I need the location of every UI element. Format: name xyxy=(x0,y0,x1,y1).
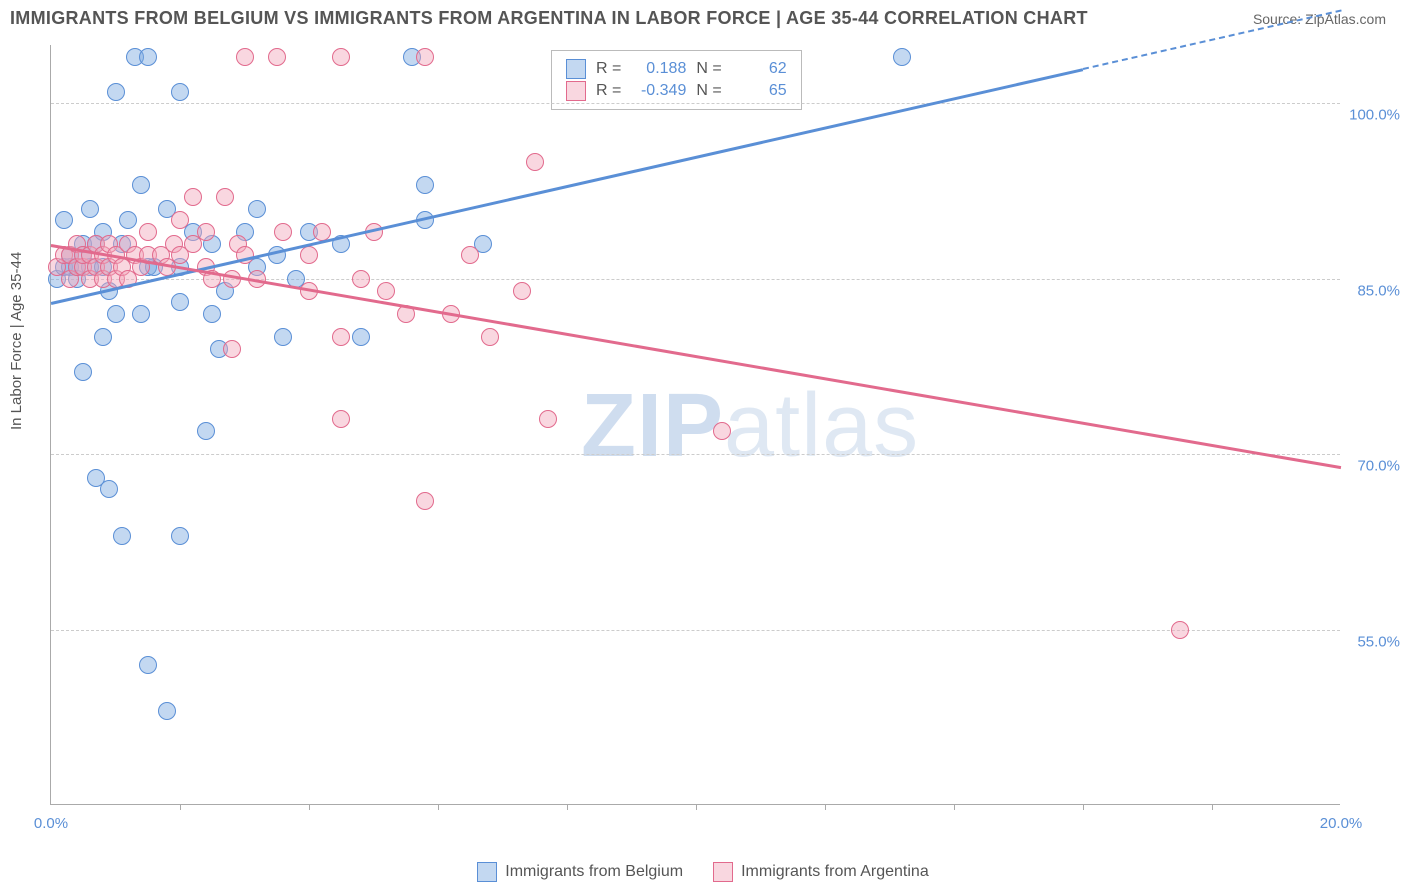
gridline-h xyxy=(51,454,1340,455)
data-point xyxy=(132,305,150,323)
data-point xyxy=(171,211,189,229)
data-point xyxy=(332,410,350,428)
x-tick xyxy=(696,804,697,810)
data-point xyxy=(332,48,350,66)
swatch-belgium xyxy=(566,59,586,79)
data-point xyxy=(416,492,434,510)
legend-item-belgium: Immigrants from Belgium xyxy=(477,862,683,882)
data-point xyxy=(107,83,125,101)
data-point xyxy=(274,223,292,241)
data-point xyxy=(416,176,434,194)
y-tick-label: 85.0% xyxy=(1357,282,1400,299)
data-point xyxy=(55,211,73,229)
data-point xyxy=(113,527,131,545)
data-point xyxy=(513,282,531,300)
data-point xyxy=(539,410,557,428)
data-point xyxy=(377,282,395,300)
legend-label-belgium: Immigrants from Belgium xyxy=(505,863,683,881)
x-tick xyxy=(1212,804,1213,810)
data-point xyxy=(81,200,99,218)
swatch-belgium xyxy=(477,862,497,882)
r-label: R = xyxy=(596,60,621,78)
y-tick-label: 70.0% xyxy=(1357,458,1400,475)
data-point xyxy=(94,328,112,346)
data-point xyxy=(119,211,137,229)
data-point xyxy=(248,200,266,218)
r-label: R = xyxy=(596,82,621,100)
x-tick xyxy=(1083,804,1084,810)
data-point xyxy=(132,176,150,194)
n-label: N = xyxy=(696,82,721,100)
regression-line xyxy=(51,244,1341,469)
bottom-legend: Immigrants from Belgium Immigrants from … xyxy=(0,862,1406,882)
data-point xyxy=(158,702,176,720)
data-point xyxy=(300,246,318,264)
data-point xyxy=(274,328,292,346)
swatch-argentina xyxy=(566,81,586,101)
x-tick xyxy=(438,804,439,810)
stats-legend-box: R = 0.188 N = 62 R = -0.349 N = 65 xyxy=(551,50,802,110)
data-point xyxy=(332,328,350,346)
legend-item-argentina: Immigrants from Argentina xyxy=(713,862,929,882)
gridline-h xyxy=(51,630,1340,631)
data-point xyxy=(184,188,202,206)
gridline-h xyxy=(51,103,1340,104)
data-point xyxy=(139,48,157,66)
data-point xyxy=(268,48,286,66)
x-tick-label: 0.0% xyxy=(34,815,68,832)
data-point xyxy=(352,328,370,346)
data-point xyxy=(171,527,189,545)
x-tick-label: 20.0% xyxy=(1320,815,1363,832)
x-tick xyxy=(825,804,826,810)
x-tick xyxy=(309,804,310,810)
data-point xyxy=(416,48,434,66)
data-point xyxy=(197,223,215,241)
data-point xyxy=(526,153,544,171)
n-value-argentina: 65 xyxy=(732,82,787,100)
data-point xyxy=(171,83,189,101)
watermark: ZIPatlas xyxy=(581,375,919,478)
data-point xyxy=(352,270,370,288)
data-point xyxy=(893,48,911,66)
stats-row-b: R = -0.349 N = 65 xyxy=(566,81,787,101)
data-point xyxy=(100,480,118,498)
data-point xyxy=(481,328,499,346)
data-point xyxy=(216,188,234,206)
y-tick-label: 100.0% xyxy=(1349,107,1400,124)
y-tick-label: 55.0% xyxy=(1357,633,1400,650)
data-point xyxy=(139,656,157,674)
data-point xyxy=(223,340,241,358)
scatter-chart: ZIPatlas R = 0.188 N = 62 R = -0.349 N =… xyxy=(50,45,1340,805)
x-tick xyxy=(954,804,955,810)
data-point xyxy=(74,363,92,381)
data-point xyxy=(171,293,189,311)
x-tick xyxy=(180,804,181,810)
y-axis-label: In Labor Force | Age 35-44 xyxy=(8,252,25,430)
data-point xyxy=(203,305,221,323)
data-point xyxy=(107,305,125,323)
r-value-argentina: -0.349 xyxy=(631,82,686,100)
data-point xyxy=(197,422,215,440)
x-tick xyxy=(567,804,568,810)
data-point xyxy=(236,48,254,66)
n-label: N = xyxy=(696,60,721,78)
stats-row-a: R = 0.188 N = 62 xyxy=(566,59,787,79)
data-point xyxy=(461,246,479,264)
watermark-zip: ZIP xyxy=(581,376,724,476)
r-value-belgium: 0.188 xyxy=(631,60,686,78)
chart-title: IMMIGRANTS FROM BELGIUM VS IMMIGRANTS FR… xyxy=(10,8,1088,29)
data-point xyxy=(1171,621,1189,639)
swatch-argentina xyxy=(713,862,733,882)
data-point xyxy=(713,422,731,440)
data-point xyxy=(139,223,157,241)
legend-label-argentina: Immigrants from Argentina xyxy=(741,863,929,881)
n-value-belgium: 62 xyxy=(732,60,787,78)
